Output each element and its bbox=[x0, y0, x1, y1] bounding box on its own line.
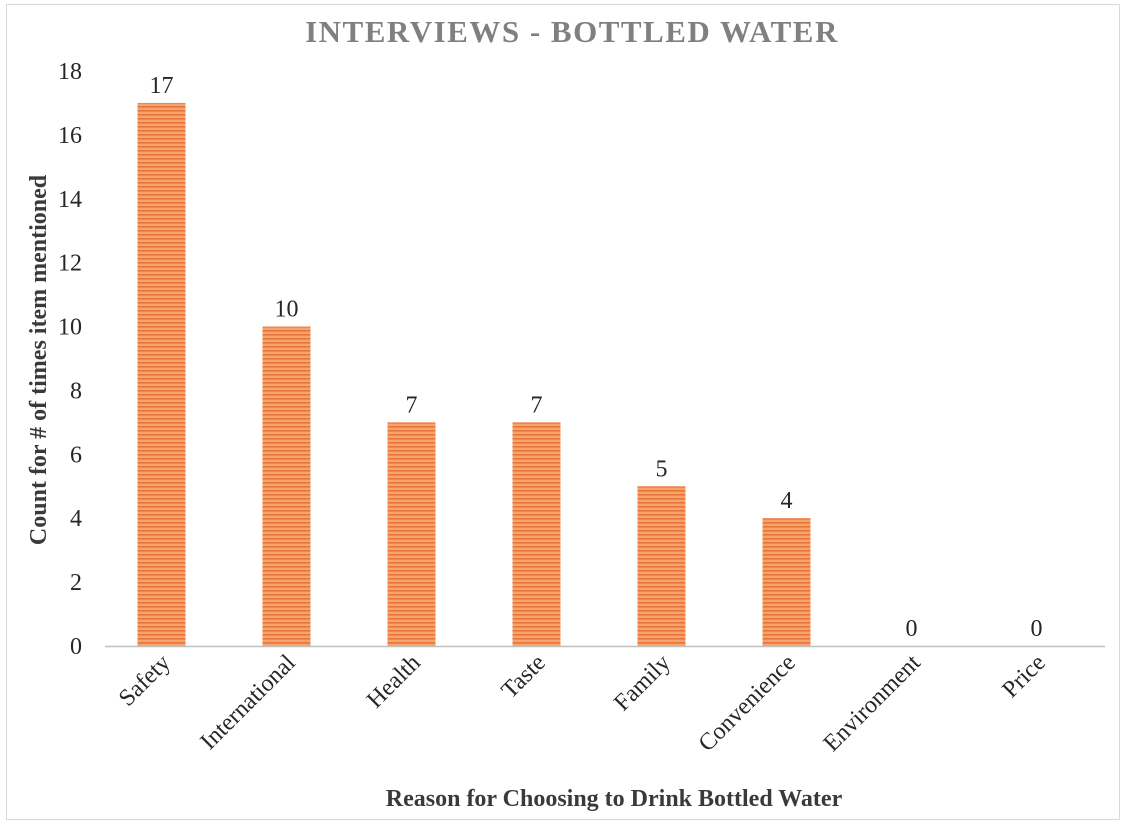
x-tick-label-international: International bbox=[196, 650, 301, 755]
chart-title: INTERVIEWS - BOTTLED WATER bbox=[305, 14, 839, 49]
x-tick-label-taste: Taste bbox=[497, 650, 551, 704]
bar-taste bbox=[512, 422, 561, 646]
x-tick-label-environment: Environment bbox=[819, 650, 926, 757]
y-tick-label: 0 bbox=[70, 634, 82, 660]
chart-frame bbox=[6, 4, 1120, 820]
x-tick-label-price: Price bbox=[997, 650, 1050, 703]
data-label-taste: 7 bbox=[531, 392, 543, 418]
data-label-family: 5 bbox=[656, 456, 668, 482]
y-tick-label: 2 bbox=[70, 570, 82, 596]
x-tick-label-safety: Safety bbox=[114, 650, 176, 712]
x-axis-title: Reason for Choosing to Drink Bottled Wat… bbox=[386, 786, 843, 812]
y-axis-ticks: 0 2 4 6 8 10 12 14 16 18 bbox=[58, 59, 82, 660]
y-tick-label: 6 bbox=[70, 442, 82, 468]
y-axis-title: Count for # of times item mentioned bbox=[26, 174, 52, 545]
y-tick-label: 4 bbox=[70, 506, 82, 532]
data-labels: 17 10 7 7 5 4 0 0 bbox=[150, 73, 1043, 642]
x-tick-label-health: Health bbox=[362, 650, 426, 714]
y-tick-label: 14 bbox=[58, 187, 82, 213]
bar-safety bbox=[137, 102, 186, 646]
y-tick-label: 16 bbox=[58, 123, 82, 149]
x-axis-ticks: Safety International Health Taste Family Conv… bbox=[114, 650, 1051, 757]
bar-international bbox=[262, 326, 311, 646]
x-tick-label-family: Family bbox=[609, 650, 675, 716]
data-label-convenience: 4 bbox=[781, 488, 793, 514]
y-tick-label: 8 bbox=[70, 378, 82, 404]
bar-family bbox=[637, 486, 686, 646]
y-tick-label: 18 bbox=[58, 59, 82, 85]
bars bbox=[137, 102, 811, 646]
data-label-international: 10 bbox=[275, 297, 299, 323]
bar-convenience bbox=[762, 518, 811, 646]
bar-health bbox=[387, 422, 436, 646]
data-label-health: 7 bbox=[406, 392, 418, 418]
y-tick-label: 10 bbox=[58, 315, 82, 341]
y-tick-label: 12 bbox=[58, 251, 82, 277]
data-label-environment: 0 bbox=[906, 616, 918, 642]
data-label-price: 0 bbox=[1031, 616, 1043, 642]
x-tick-label-convenience: Convenience bbox=[694, 650, 801, 757]
data-label-safety: 17 bbox=[150, 73, 174, 99]
